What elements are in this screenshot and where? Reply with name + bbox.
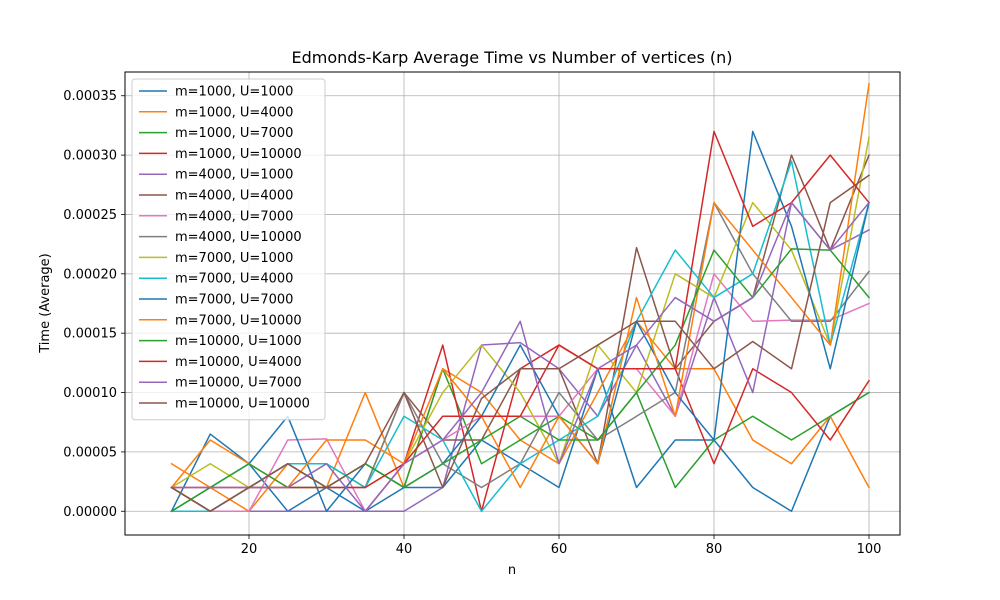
legend: m=1000, U=1000 m=1000, U=4000 m=1000, U=70… bbox=[131, 78, 326, 421]
series-line-5 bbox=[170, 201, 871, 513]
y-tick-label: 0.00005 bbox=[63, 445, 117, 460]
chart-title: Edmonds-Karp Average Time vs Number of v… bbox=[292, 48, 733, 67]
x-axis-label: n bbox=[508, 563, 516, 578]
x-tick-label: 100 bbox=[857, 542, 882, 557]
y-axis-ticks: 0.00000 0.00005 0.00010 0.00015 0.00020 0.000… bbox=[63, 89, 125, 520]
y-tick-label: 0.00030 bbox=[63, 149, 117, 164]
x-tick-label: 60 bbox=[551, 542, 568, 557]
y-tick-label: 0.00020 bbox=[63, 267, 117, 282]
legend-label: m=4000, U=1000 bbox=[175, 168, 293, 183]
legend-label: m=4000, U=7000 bbox=[175, 209, 293, 224]
y-tick-label: 0.00035 bbox=[63, 89, 117, 104]
legend-label: m=1000, U=7000 bbox=[175, 126, 293, 141]
legend-label: m=4000, U=4000 bbox=[175, 189, 293, 204]
x-tick-label: 20 bbox=[241, 542, 258, 557]
legend-label: m=7000, U=7000 bbox=[175, 293, 293, 308]
legend-label: m=10000, U=4000 bbox=[175, 355, 302, 370]
x-tick-label: 40 bbox=[396, 542, 413, 557]
y-tick-label: 0.00000 bbox=[63, 505, 117, 520]
y-tick-label: 0.00010 bbox=[63, 386, 117, 401]
legend-label: m=7000, U=1000 bbox=[175, 251, 293, 266]
legend-label: m=10000, U=1000 bbox=[175, 334, 302, 349]
x-tick-label: 80 bbox=[706, 542, 723, 557]
y-axis-label: Time (Average) bbox=[38, 253, 53, 353]
legend-label: m=10000, U=10000 bbox=[175, 397, 310, 412]
x-axis-ticks: 20 40 60 80 100 bbox=[241, 535, 882, 557]
plot-frame bbox=[124, 71, 901, 536]
series-line-15 bbox=[170, 201, 871, 513]
legend-label: m=1000, U=1000 bbox=[175, 85, 293, 100]
legend-label: m=10000, U=7000 bbox=[175, 376, 302, 391]
legend-box bbox=[131, 78, 326, 421]
legend-label: m=1000, U=4000 bbox=[175, 105, 293, 120]
legend-label: m=7000, U=10000 bbox=[175, 313, 302, 328]
y-tick-label: 0.00015 bbox=[63, 327, 117, 342]
series-line-16 bbox=[170, 174, 871, 513]
y-tick-label: 0.00025 bbox=[63, 208, 117, 223]
legend-label: m=1000, U=10000 bbox=[175, 147, 302, 162]
legend-label: m=7000, U=4000 bbox=[175, 272, 293, 287]
legend-label: m=4000, U=10000 bbox=[175, 230, 302, 245]
